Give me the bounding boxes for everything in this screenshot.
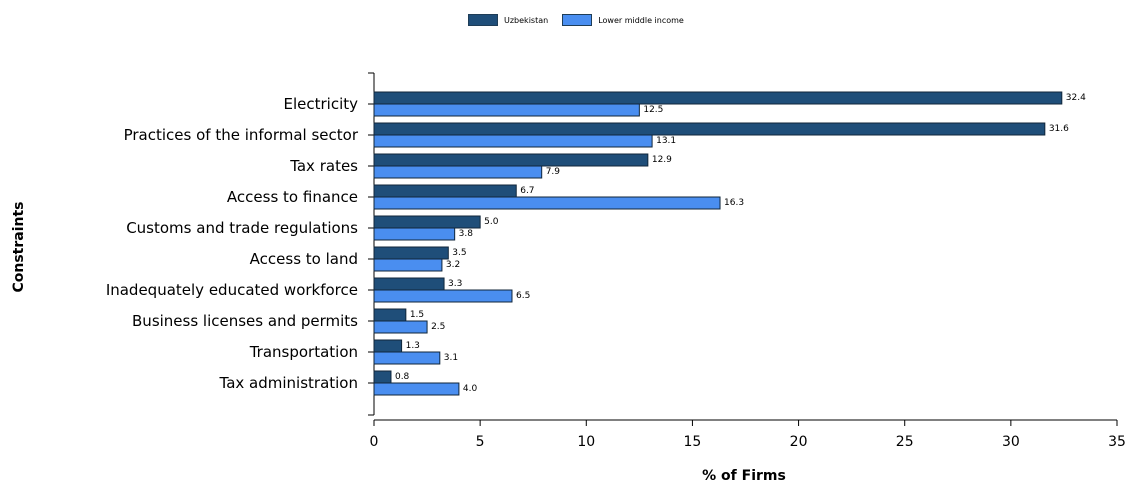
data-label: 31.6 <box>1049 124 1069 134</box>
bar-lower-middle-income <box>373 165 543 179</box>
bar-uzbekistan <box>373 370 392 384</box>
data-label: 0.8 <box>395 372 410 382</box>
category-label: Tax rates <box>289 157 358 175</box>
data-label: 7.9 <box>546 167 561 177</box>
data-label: 13.1 <box>656 136 676 146</box>
bar-uzbekistan <box>373 277 445 291</box>
data-label: 12.5 <box>643 105 663 115</box>
category-label: Practices of the informal sector <box>124 126 359 144</box>
data-label: 1.5 <box>410 310 424 320</box>
data-label: 16.3 <box>724 198 744 208</box>
data-label: 12.9 <box>652 155 672 165</box>
bar-lower-middle-income <box>373 320 428 334</box>
legend-label-lower-middle-income: Lower middle income <box>598 15 684 25</box>
data-label: 6.5 <box>516 291 530 301</box>
category-label: Inadequately educated workforce <box>106 281 358 299</box>
bar-uzbekistan <box>373 246 449 260</box>
category-label: Customs and trade regulations <box>126 219 358 237</box>
x-tick-label: 25 <box>896 434 914 450</box>
category-label: Business licenses and permits <box>132 312 358 330</box>
category-label: Access to land <box>250 250 358 268</box>
data-label: 3.3 <box>448 279 462 289</box>
axes: 0 5 10 15 20 25 30 35 Electricity Practices of th… <box>106 72 1126 450</box>
bar-uzbekistan <box>373 308 407 322</box>
x-tick-label: 30 <box>1002 434 1020 450</box>
x-tick-label: 20 <box>790 434 808 450</box>
bar-uzbekistan <box>373 184 517 198</box>
data-label: 6.7 <box>520 186 534 196</box>
legend: Uzbekistan Lower middle income <box>468 12 698 28</box>
x-tick-label: 35 <box>1108 434 1126 450</box>
bar-uzbekistan <box>373 339 403 353</box>
category-label: Tax administration <box>219 374 358 392</box>
y-axis-title: Constraints <box>11 201 27 292</box>
bar-lower-middle-income <box>373 134 653 148</box>
data-label: 3.1 <box>444 353 458 363</box>
data-label: 1.3 <box>406 341 420 351</box>
data-label: 3.5 <box>452 248 466 258</box>
x-axis-title: % of Firms <box>702 468 786 482</box>
bar-lower-middle-income <box>373 103 640 117</box>
legend-swatch-lower-middle-income <box>562 14 593 26</box>
bar-lower-middle-income <box>373 196 721 210</box>
data-label: 2.5 <box>431 322 445 332</box>
bar-uzbekistan <box>373 91 1063 105</box>
data-label: 5.0 <box>484 217 499 227</box>
data-label: 3.2 <box>446 260 460 270</box>
data-label: 32.4 <box>1066 93 1086 103</box>
bar-uzbekistan <box>373 215 481 229</box>
bar-uzbekistan <box>373 153 649 167</box>
category-label: Electricity <box>283 95 358 113</box>
data-label: 3.8 <box>459 229 474 239</box>
category-label: Access to finance <box>227 188 358 206</box>
x-tick-label: 10 <box>577 434 595 450</box>
legend-label-uzbekistan: Uzbekistan <box>504 15 549 25</box>
x-tick-label: 15 <box>684 434 702 450</box>
legend-swatch-uzbekistan <box>468 14 498 26</box>
category-label: Transportation <box>249 343 358 361</box>
x-tick-label: 5 <box>476 434 485 450</box>
x-tick-label: 0 <box>370 434 379 450</box>
bar-lower-middle-income <box>373 382 460 396</box>
bar-lower-middle-income <box>373 289 513 303</box>
bar-uzbekistan <box>373 122 1046 136</box>
data-label: 4.0 <box>463 384 478 394</box>
bar-lower-middle-income <box>373 258 443 272</box>
legend-item-lower-middle-income: Lower middle income <box>562 14 684 26</box>
bar-lower-middle-income <box>373 227 456 241</box>
legend-item-uzbekistan: Uzbekistan <box>468 14 548 26</box>
bar-lower-middle-income <box>373 351 441 365</box>
bars: 32.4 12.5 31.6 13.1 12.9 7.9 6.7 16.3 5.0 3.8 3.5 3… <box>373 91 1086 396</box>
